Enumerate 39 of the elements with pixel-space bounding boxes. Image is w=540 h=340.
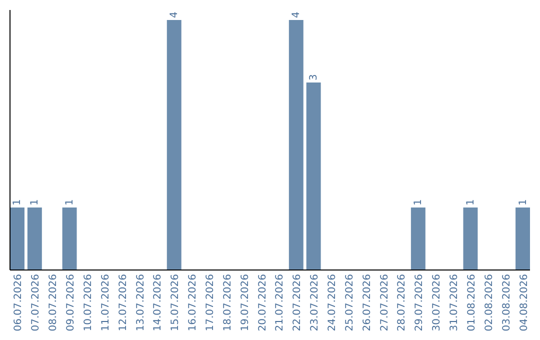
- x-tick-label: 16.07.2026: [188, 274, 199, 332]
- x-tick-label: 11.07.2026: [100, 274, 112, 332]
- x-tick-label: 08.07.2026: [48, 274, 60, 332]
- x-tick-label: 24.07.2026: [327, 274, 338, 332]
- x-tick-label: 13.07.2026: [135, 274, 146, 332]
- x-tick-label: 12.07.2026: [118, 274, 129, 332]
- x-tick-label: 19.07.2026: [240, 274, 251, 332]
- x-tick-label: 09.07.2026: [66, 274, 77, 332]
- x-tick-label: 04.08.2026: [518, 274, 530, 332]
- x-tick-label: 06.07.2026: [13, 274, 24, 332]
- data-label: 1: [12, 199, 24, 206]
- x-tick-label: 25.07.2026: [344, 274, 356, 332]
- x-tick-label: 27.07.2026: [379, 274, 390, 332]
- data-label: 4: [291, 12, 302, 18]
- data-label: 4: [169, 12, 180, 18]
- x-tick-label: 18.07.2026: [222, 274, 234, 332]
- data-label: 3: [308, 74, 320, 80]
- x-tick-label: 22.07.2026: [292, 274, 304, 332]
- x-tick-label: 21.07.2026: [274, 274, 286, 332]
- data-label: 1: [518, 199, 529, 206]
- data-label: 1: [413, 199, 424, 206]
- x-tick-label: 28.07.2026: [396, 274, 408, 332]
- data-label: 1: [30, 199, 41, 206]
- x-tick-label: 15.07.2026: [170, 274, 182, 332]
- x-tick-label: 10.07.2026: [82, 274, 94, 332]
- x-tick-label: 20.07.2026: [257, 274, 268, 332]
- x-tick-label: 07.07.2026: [30, 274, 42, 332]
- data-label: 1: [465, 199, 476, 206]
- x-tick-label: 03.08.2026: [501, 274, 512, 332]
- x-tick-label: 29.07.2026: [414, 274, 426, 332]
- data-label: 1: [64, 199, 76, 206]
- x-tick-label: 31.07.2026: [449, 274, 460, 332]
- x-tick-label: 14.07.2026: [152, 274, 164, 332]
- x-tick-label: 30.07.2026: [432, 274, 443, 332]
- x-tick-label: 26.07.2026: [362, 274, 373, 332]
- x-tick-label: 23.07.2026: [310, 274, 321, 332]
- x-tick-label: 02.08.2026: [484, 274, 495, 332]
- x-tick-label: 01.08.2026: [466, 274, 478, 332]
- x-tick-label: 17.07.2026: [204, 274, 216, 332]
